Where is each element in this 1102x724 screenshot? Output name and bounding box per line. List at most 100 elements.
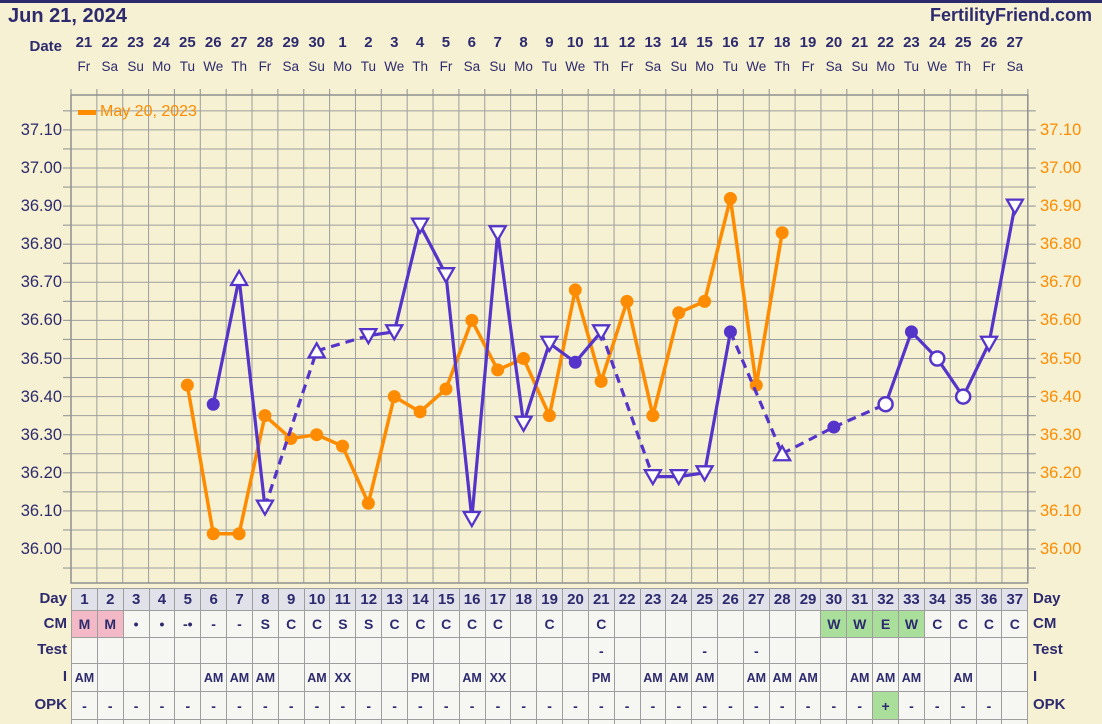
intercourse-cell (355, 664, 382, 691)
date-cell: 25 (954, 34, 972, 51)
cm-cell (510, 611, 537, 637)
day-cell[interactable]: 35 (949, 589, 976, 610)
temp-marker-triangle-down (642, 468, 663, 487)
cm-cell (639, 611, 666, 637)
day-cell[interactable]: 21 (587, 589, 614, 610)
intercourse-cell (613, 664, 640, 691)
date-cell: 15 (696, 34, 713, 51)
cm-cell (613, 611, 640, 637)
day-cell[interactable]: 34 (923, 589, 950, 610)
temp-line-segment (987, 205, 1017, 344)
temp-line-segment (522, 342, 551, 424)
date-cell: 16 (722, 34, 739, 51)
day-cell[interactable]: 33 (898, 589, 924, 610)
row-label-opk-left: OPK (34, 696, 67, 713)
day-cell[interactable]: 36 (975, 589, 1002, 610)
date-cell: 17 (747, 34, 765, 51)
cm-cell (742, 611, 769, 637)
intercourse-cell: AM (71, 664, 97, 691)
temp-line-segment (392, 224, 422, 333)
temp-marker-dot (232, 527, 246, 541)
test-cell (665, 638, 692, 663)
partial-cell (122, 720, 149, 724)
day-cell[interactable]: 18 (510, 589, 537, 610)
weekday-cell: We (927, 59, 948, 74)
test-cell (794, 638, 821, 663)
day-cell[interactable]: 23 (639, 589, 666, 610)
partial-cell (742, 720, 769, 724)
day-cell[interactable]: 29 (794, 589, 821, 610)
temp-marker-triangle-up (306, 341, 327, 359)
day-cell[interactable]: 31 (846, 589, 873, 610)
temp-line-segment (625, 300, 655, 417)
day-cell[interactable]: 20 (562, 589, 588, 610)
date-cell: 2 (364, 34, 373, 51)
temp-line-segment (599, 331, 655, 478)
day-cell[interactable]: 32 (872, 589, 898, 610)
cm-cell: -• (174, 611, 201, 637)
intercourse-cell (562, 664, 588, 691)
opk-cell: - (510, 692, 537, 719)
brand-link[interactable]: FertilityFriend.com (929, 5, 1092, 25)
opk-cell: - (406, 692, 433, 719)
partial-cell (148, 720, 175, 724)
day-cell[interactable]: 12 (355, 589, 382, 610)
day-cell[interactable]: 2 (96, 589, 123, 610)
partial-cell (1001, 720, 1029, 724)
day-cell[interactable]: 22 (613, 589, 640, 610)
intercourse-cell: AM (898, 664, 924, 691)
date-cell: 10 (566, 34, 584, 51)
day-cell[interactable]: 8 (251, 589, 278, 610)
row-label-test-left: Test (37, 641, 67, 658)
day-cell[interactable]: 13 (381, 589, 407, 610)
temp-marker-dot (775, 226, 789, 240)
day-cell[interactable]: 26 (717, 589, 743, 610)
weekday-cell: Mo (695, 59, 714, 74)
opk-cell: - (768, 692, 795, 719)
day-cell[interactable]: 19 (536, 589, 563, 610)
date-cell: 7 (493, 34, 502, 51)
temp-line-segment (211, 278, 241, 405)
day-cell[interactable]: 7 (226, 589, 252, 610)
weekday-cell: Th (593, 59, 609, 74)
cm-cell: C (587, 611, 614, 637)
day-cell[interactable]: 10 (303, 589, 330, 610)
day-cell[interactable]: 14 (406, 589, 433, 610)
day-cell[interactable]: 3 (122, 589, 149, 610)
day-cell[interactable]: 1 (71, 589, 97, 610)
temp-marker-dot (206, 397, 220, 411)
row-label-cm-left: CM (43, 615, 67, 632)
day-cell[interactable]: 30 (820, 589, 847, 610)
cm-cell: C (432, 611, 459, 637)
day-cell[interactable]: 5 (174, 589, 201, 610)
date-cell: 29 (282, 34, 300, 51)
y-axis-label-right: 36.10 (1040, 501, 1082, 520)
date-cell: 22 (877, 34, 894, 51)
day-cell[interactable]: 16 (458, 589, 485, 610)
partial-cell (329, 720, 356, 724)
day-cell[interactable]: 28 (768, 589, 795, 610)
day-cell[interactable]: 4 (148, 589, 175, 610)
test-cell (406, 638, 433, 663)
y-axis-label-left: 36.10 (20, 501, 62, 520)
day-cell[interactable]: 11 (329, 589, 356, 610)
partial-cell (613, 720, 640, 724)
partial-cell (251, 720, 278, 724)
temp-marker-dot (465, 313, 479, 327)
date-cell: 4 (415, 34, 425, 51)
opk-cell: + (872, 692, 898, 719)
day-cell[interactable]: 15 (432, 589, 459, 610)
temp-marker-dot (723, 191, 737, 205)
partial-cell (872, 720, 898, 724)
day-cell[interactable]: 6 (200, 589, 227, 610)
day-cell[interactable]: 9 (277, 589, 304, 610)
partial-cell (432, 720, 459, 724)
partial-cell (355, 720, 382, 724)
day-cell[interactable]: 17 (484, 589, 511, 610)
day-cell[interactable]: 25 (691, 589, 718, 610)
day-cell[interactable]: 37 (1001, 589, 1029, 610)
cm-cell: M (96, 611, 123, 637)
day-cell[interactable]: 27 (742, 589, 769, 610)
day-cell[interactable]: 24 (665, 589, 692, 610)
temp-marker-triangle-down (435, 267, 456, 285)
